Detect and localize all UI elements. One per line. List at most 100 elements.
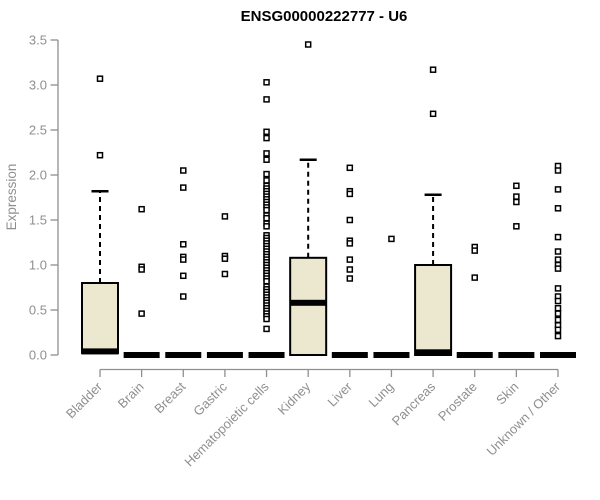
box-group-kidney (289, 41, 328, 356)
outlier-point (138, 310, 145, 317)
plot-area (81, 41, 576, 358)
y-tick-label: 3.5 (29, 33, 47, 48)
median-line (415, 349, 452, 356)
box-group-liver (331, 164, 368, 358)
median-line (498, 352, 535, 358)
x-tick-label: Lung (366, 379, 397, 410)
y-tick-label: 1.0 (29, 258, 47, 273)
box-rect (289, 256, 328, 356)
outlier-point (429, 66, 437, 73)
outlier-point (554, 167, 562, 174)
outlier-point (346, 266, 354, 273)
outlier-point (263, 150, 270, 157)
outlier-point (221, 213, 229, 220)
outlier-point (263, 214, 270, 222)
outlier-point (263, 128, 270, 136)
outlier-point (513, 198, 520, 206)
outlier-point (346, 216, 354, 224)
outlier-point (180, 293, 187, 300)
outlier-point (346, 240, 354, 247)
outlier-point (388, 235, 395, 243)
median-line (331, 352, 368, 358)
x-tick-label: Brain (115, 379, 147, 411)
outlier-point (138, 266, 145, 273)
outlier-point (554, 332, 562, 340)
outlier-point (263, 177, 270, 184)
box-group-pancreas (414, 66, 453, 356)
outlier-point (221, 270, 229, 278)
x-tick-label: Prostate (435, 379, 480, 424)
outlier-point (554, 248, 562, 255)
outlier-point (346, 164, 354, 172)
chart-title: ENSG00000222777 - U6 (241, 8, 408, 25)
median-line (290, 299, 327, 306)
median-line (82, 348, 118, 355)
box-group-bladder (81, 75, 119, 355)
outlier-point (554, 233, 562, 241)
outlier-point (513, 193, 520, 200)
outlier-point (554, 285, 562, 292)
outlier-point (554, 310, 562, 317)
outlier-point (263, 170, 270, 178)
median-line (456, 352, 493, 358)
outlier-point (180, 241, 187, 248)
outlier-point (554, 256, 562, 263)
box-rect (414, 264, 453, 356)
outlier-point (346, 275, 354, 282)
x-tick-label: Skin (493, 379, 521, 407)
outlier-point (96, 75, 104, 82)
x-tick-label: Breast (151, 379, 188, 416)
median-line (123, 352, 160, 358)
y-axis-label: Expression (4, 164, 19, 231)
outlier-point (180, 167, 187, 174)
median-line (165, 352, 202, 358)
median-line (373, 352, 410, 358)
outlier-point (263, 223, 270, 230)
outlier-point (554, 265, 562, 272)
y-tick-label: 0.0 (29, 348, 47, 363)
outlier-point (554, 186, 562, 193)
y-tick-label: 1.5 (29, 213, 47, 228)
outlier-point (180, 256, 187, 263)
outlier-point (180, 184, 187, 191)
box-group-prostate (456, 243, 493, 358)
box-group-skin (498, 182, 535, 358)
x-tick-label: Gastric (190, 379, 230, 419)
x-tick-label: Liver (324, 379, 355, 410)
box-group-gastric (206, 213, 243, 358)
box-group-brain (123, 205, 160, 358)
x-tick-label: Bladder (63, 379, 106, 422)
box-rect (81, 282, 119, 355)
outlier-point (554, 304, 562, 312)
box-group-unknown-other (540, 162, 576, 358)
outlier-point (263, 315, 270, 323)
y-tick-label: 3.0 (29, 78, 47, 93)
median-line (540, 352, 576, 358)
y-tick-label: 0.5 (29, 303, 47, 318)
outlier-point (471, 274, 478, 281)
outlier-point (263, 325, 270, 333)
outlier-point (513, 182, 520, 190)
outlier-point (263, 277, 270, 285)
y-tick-label: 2.5 (29, 123, 47, 138)
outlier-point (429, 110, 437, 118)
y-tick-label: 2.0 (29, 168, 47, 183)
outlier-point (554, 297, 562, 305)
outlier-point (263, 206, 270, 214)
outlier-point (263, 156, 270, 163)
axes: 0.0 0.5 1.0 1.5 2.0 2.5 3.0 3.5 Bladder Brain Brea… (29, 33, 564, 470)
outlier-point (221, 255, 229, 262)
outlier-point (554, 326, 562, 334)
median-line (248, 352, 285, 358)
outlier-point (471, 247, 478, 254)
outlier-point (554, 205, 562, 212)
outlier-point (346, 256, 354, 263)
outlier-point (138, 205, 145, 213)
outlier-point (96, 151, 104, 159)
outlier-point (554, 316, 562, 324)
outlier-point (180, 272, 187, 280)
box-group-hematopoietic-cells (248, 79, 285, 358)
box-group-lung (373, 235, 410, 358)
outlier-point (346, 190, 354, 198)
